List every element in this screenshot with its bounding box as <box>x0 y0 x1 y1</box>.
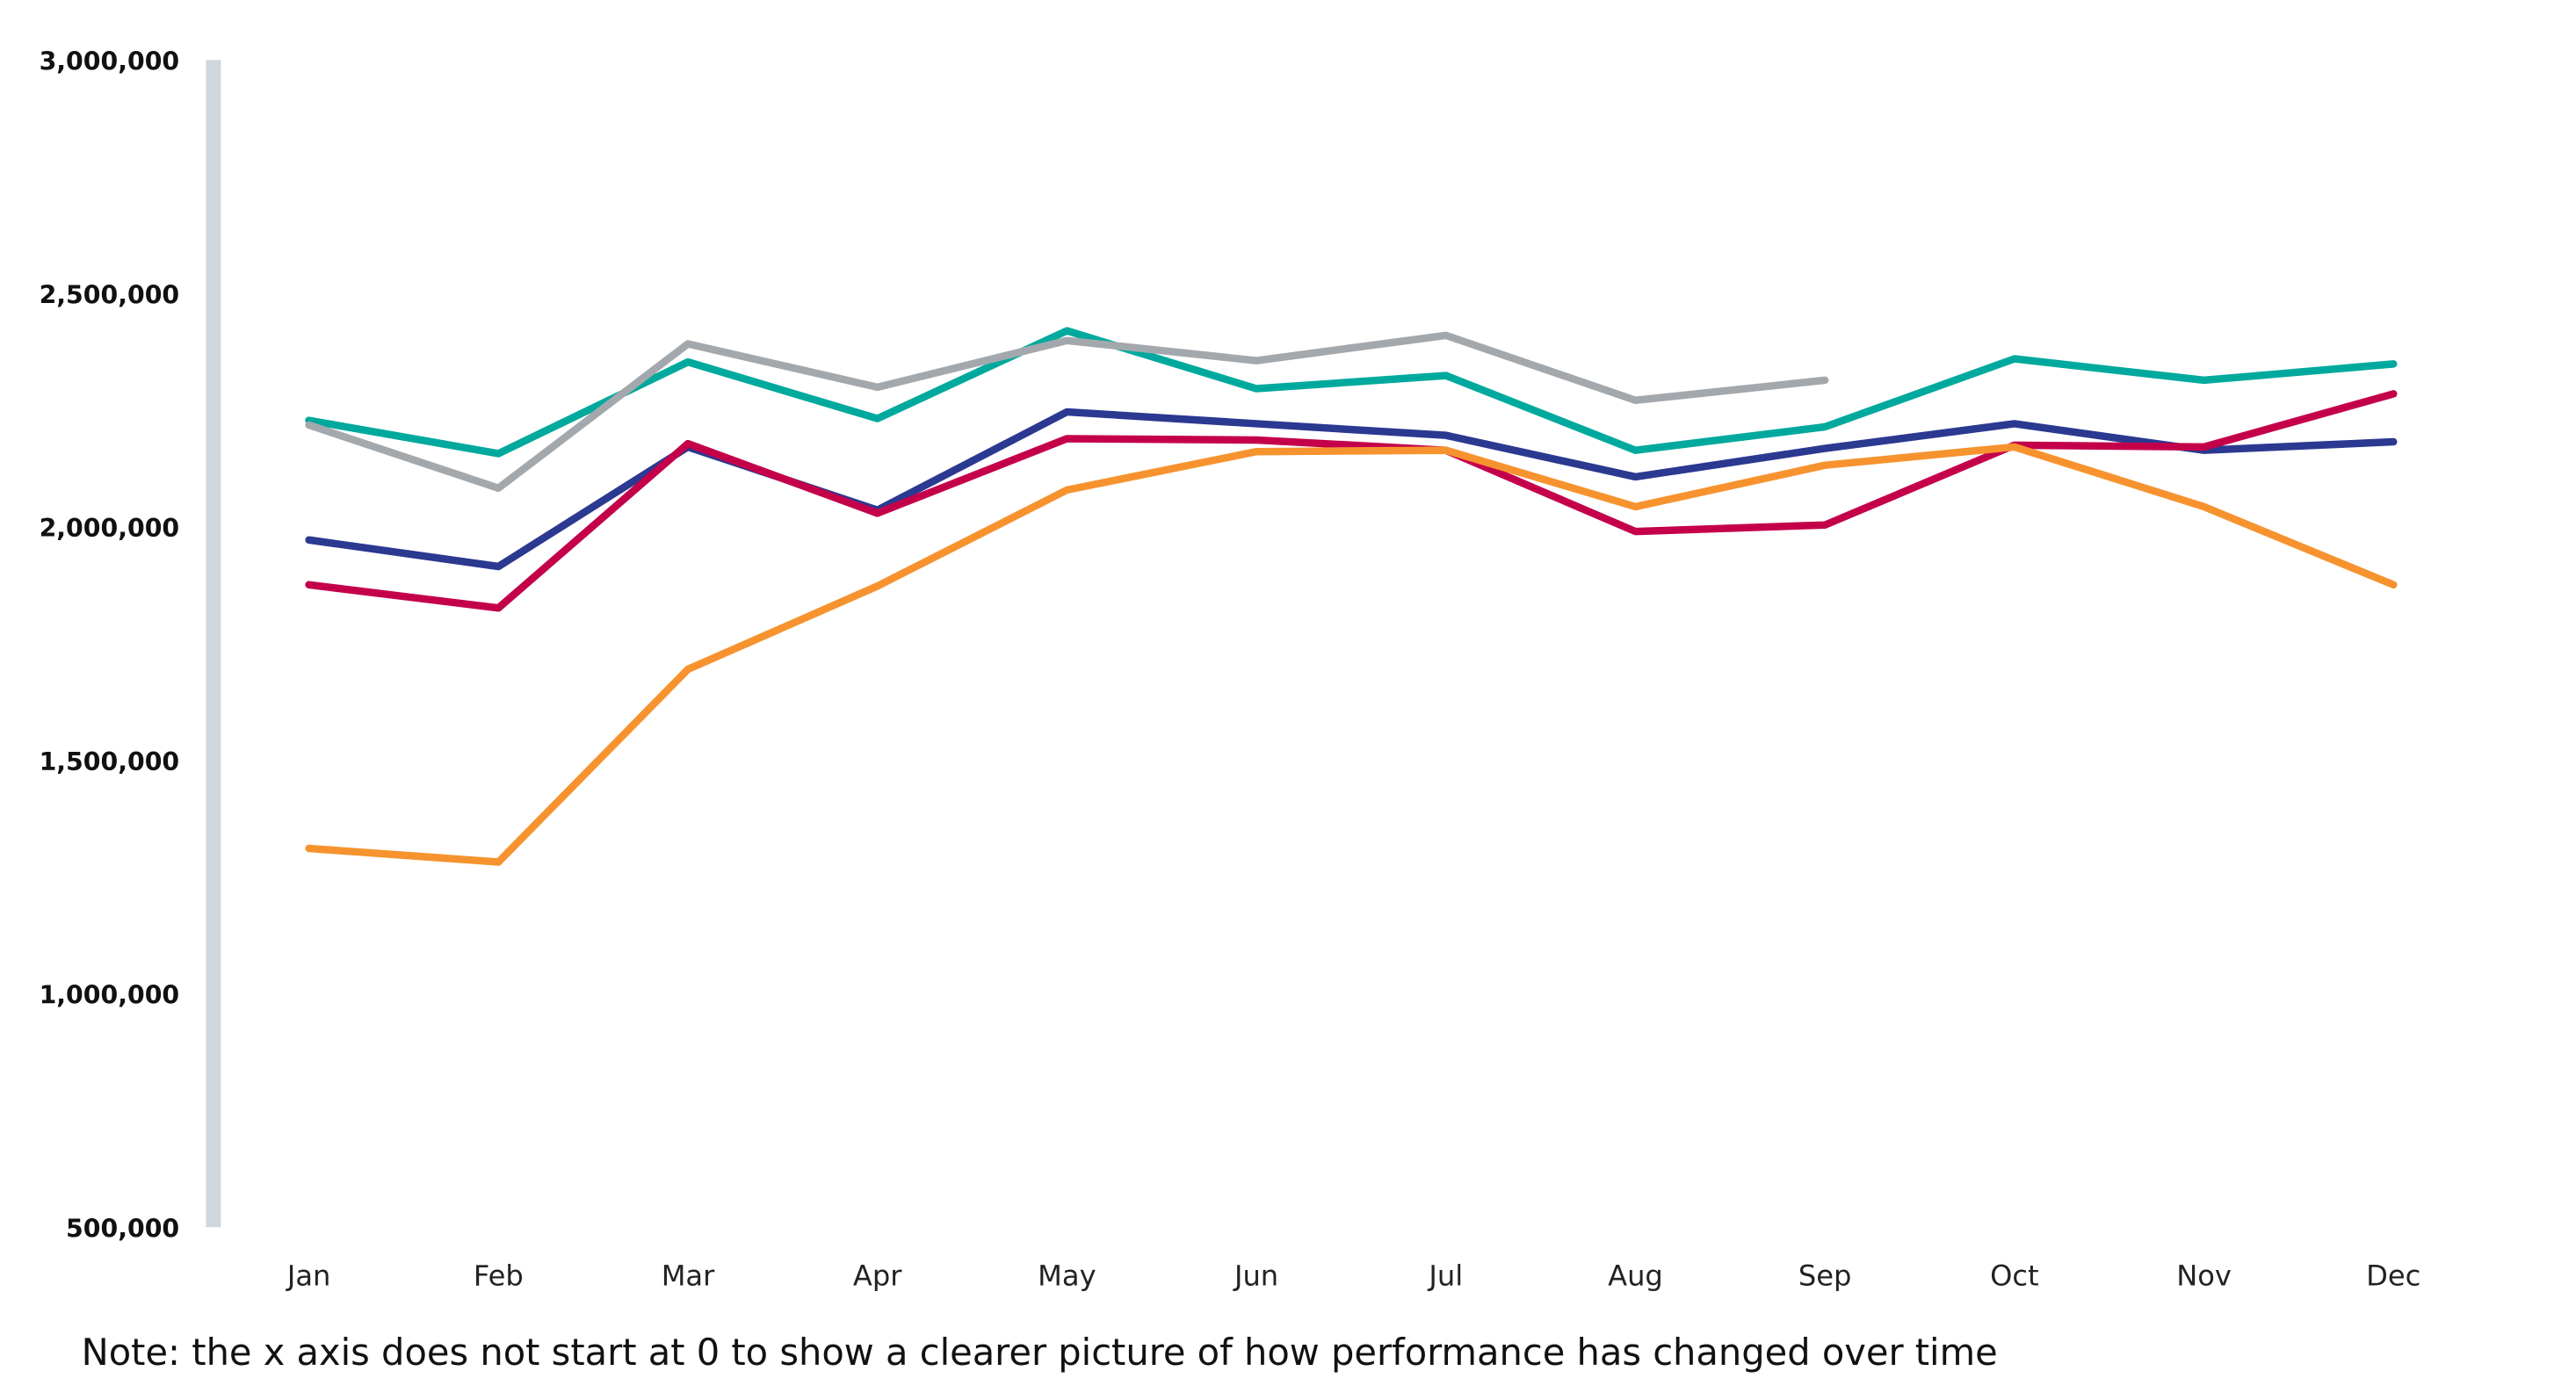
x-tick-label: Feb <box>474 1259 524 1292</box>
series-line-1 <box>305 327 2398 458</box>
series-line-2 <box>305 331 1829 493</box>
x-tick-label: Apr <box>853 1259 902 1292</box>
chart-note: Note: the x axis does not start at 0 to … <box>82 1331 1998 1374</box>
series-line-4 <box>305 390 2398 612</box>
y-tick-label: 1,000,000 <box>40 981 180 1010</box>
y-axis-ticks: 500,000 1,000,000 1,500,000 2,000,000 2,500,… <box>40 47 180 1244</box>
x-tick-label: Mar <box>662 1259 715 1292</box>
y-tick-label: 1,500,000 <box>40 747 180 776</box>
x-tick-label: May <box>1038 1259 1096 1292</box>
series-lines <box>305 327 2398 866</box>
y-tick-label: 2,500,000 <box>40 280 180 309</box>
y-tick-label: 500,000 <box>66 1215 179 1244</box>
x-tick-label: Oct <box>1990 1259 2039 1292</box>
series-line-3 <box>305 408 2398 571</box>
x-tick-label: Jul <box>1427 1259 1463 1292</box>
y-axis-bar <box>206 60 221 1228</box>
x-tick-label: Nov <box>2176 1259 2232 1292</box>
series-line-5 <box>305 443 2398 866</box>
x-tick-label: Aug <box>1608 1259 1663 1292</box>
y-tick-label: 3,000,000 <box>40 47 180 76</box>
y-tick-label: 2,000,000 <box>40 514 180 543</box>
x-tick-label: Dec <box>2366 1259 2420 1292</box>
x-axis-ticks: Jan Feb Mar Apr May Jun Jul Aug Sep Oct Nov Dec <box>286 1259 2420 1292</box>
x-tick-label: Jan <box>286 1259 331 1292</box>
x-tick-label: Sep <box>1798 1259 1852 1292</box>
x-tick-label: Jun <box>1233 1259 1278 1292</box>
